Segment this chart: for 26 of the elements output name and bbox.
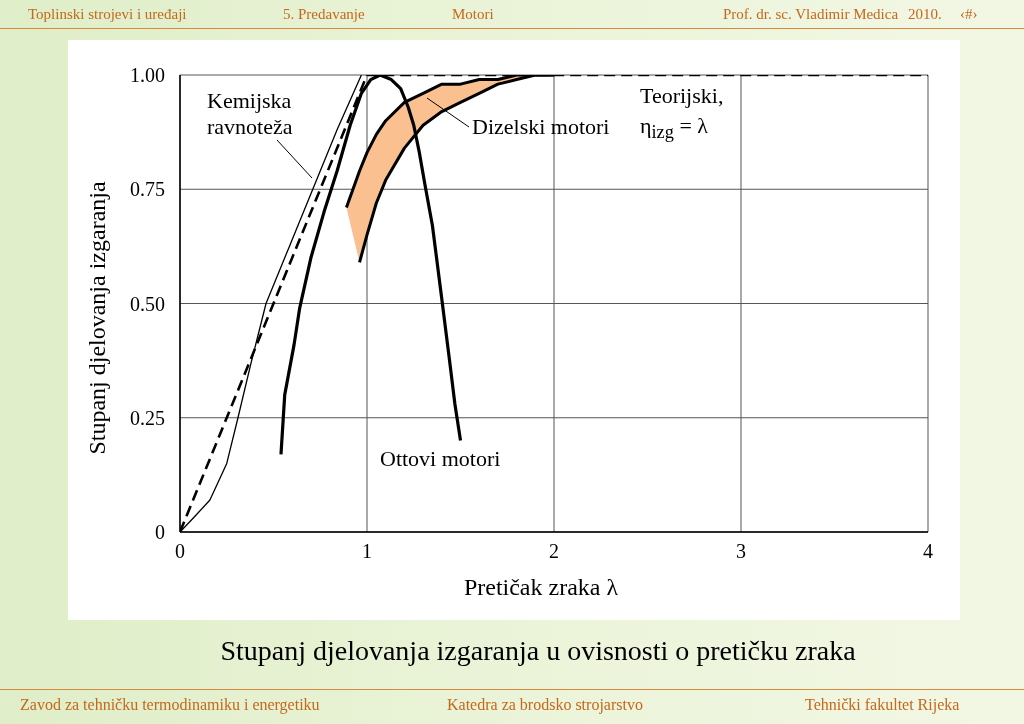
text: Toplinski strojevi i uređaji: [28, 5, 187, 24]
text: Katedra za brodsko strojarstvo: [447, 695, 643, 715]
series-label: Kemijska ravnoteža: [207, 88, 294, 140]
y-tick-label: 1.00: [130, 64, 165, 87]
x-axis-title: Pretičak zraka λ: [462, 573, 620, 601]
text: 2010.: [908, 5, 942, 24]
x-tick-label: 0: [175, 540, 185, 563]
x-tick-label: 2: [549, 540, 559, 563]
y-tick-label: 0.75: [130, 178, 165, 201]
y-axis-title: Stupanj djelovanja izgaranja: [83, 181, 111, 455]
legend-label: Dizelski motori: [472, 114, 610, 139]
text: Zavod za tehničku termodinamiku i energetiku: [20, 695, 320, 715]
x-tick-label: 1: [362, 540, 372, 563]
y-tick-label: 0.25: [130, 406, 165, 429]
y-tick-label: 0.50: [130, 292, 165, 315]
y-tick-label: 0: [155, 521, 165, 544]
text: Motori: [452, 5, 494, 24]
series-label: Teorijski, η$_{izg}$ = λ: [640, 82, 725, 145]
text: Tehnički fakultet Rijeka: [805, 695, 960, 715]
x-tick-label: 3: [736, 540, 746, 563]
x-tick-label: 4: [923, 540, 933, 563]
text: Prof. dr. sc. Vladimir Medica: [723, 5, 899, 24]
series-label: Ottovi motori: [380, 446, 502, 472]
text: 5. Predavanje: [283, 5, 365, 24]
text: Stupanj djelovanja izgaranja u ovisnosti o pretičku zraka: [219, 634, 857, 668]
text: ‹#›: [960, 5, 978, 24]
